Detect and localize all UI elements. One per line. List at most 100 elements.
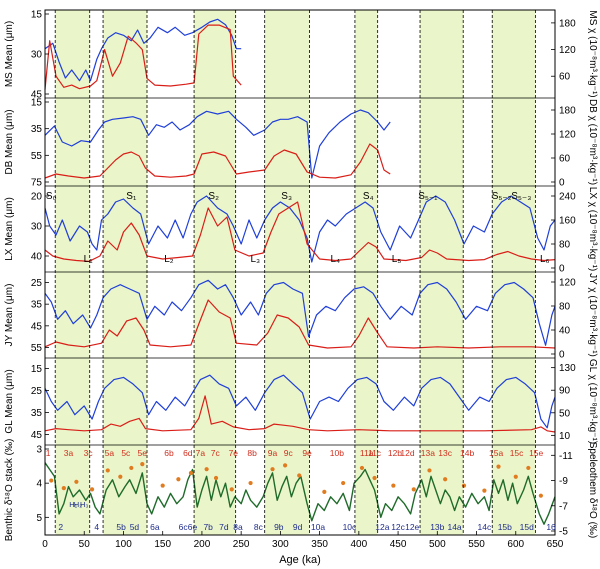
right-tick-label-GL-1: 90 xyxy=(559,386,571,397)
speleothem-point-30 xyxy=(526,465,531,471)
left-axis-title-LX: LX Mean (μm) xyxy=(4,197,15,261)
right-tick-label-LX-1: 160 xyxy=(559,216,576,227)
left-axis-title-ISO: Benthic δ¹⁸O stack (‰) xyxy=(4,439,15,542)
x-tick-label-10: 500 xyxy=(429,539,446,550)
right-tick-label-MS-2: 60 xyxy=(559,72,571,83)
mis-top-label-0: 1 xyxy=(46,448,51,458)
loess-label-5: L₆ xyxy=(540,254,550,265)
series-LX-susceptibility xyxy=(44,201,556,262)
speleothem-point-27 xyxy=(482,488,487,493)
right-tick-label-ISO-0: -11 xyxy=(559,451,573,462)
mis-bottom-label-1: 4 xyxy=(94,522,99,532)
plot-frame xyxy=(44,9,556,536)
mis-bottom-label-19: 14a xyxy=(447,522,461,532)
series-GL-mean_grain_size xyxy=(44,374,556,429)
speleothem-point-10 xyxy=(188,470,194,476)
speleothem-point-22 xyxy=(391,483,396,488)
mis-top-label-3: 5a xyxy=(105,448,115,458)
x-tick-label-7: 350 xyxy=(311,539,328,550)
x-tick-label-12: 600 xyxy=(507,539,524,550)
paleosol-label-1: S₁ xyxy=(126,191,137,202)
left-tick-label-DB-0: 15 xyxy=(31,98,43,109)
speleothem-point-16 xyxy=(282,463,288,468)
mis-top-label-18: 12b xyxy=(388,448,402,458)
mis-top-label-16: 11a xyxy=(360,448,374,458)
left-tick-label-LX-0: 20 xyxy=(31,192,43,203)
right-tick-label-DB-1: 120 xyxy=(559,130,576,141)
mis-top-label-21: 13c xyxy=(438,448,452,458)
left-tick-label-ISO-1: 4 xyxy=(36,479,42,490)
speleothem-point-12 xyxy=(213,475,219,481)
interglacial-band-5 xyxy=(420,10,464,535)
x-tick-label-2: 100 xyxy=(115,539,132,550)
paleosol-label-6: S₅₋₂ xyxy=(492,191,512,202)
mis-bottom-label-4: 6a xyxy=(150,522,160,532)
series-MS-susceptibility xyxy=(44,24,242,90)
left-tick-label-JY-0: 25 xyxy=(31,278,43,289)
left-tick-label-GL-2: 35 xyxy=(31,408,43,419)
mis-bottom-label-8: 7d xyxy=(219,522,229,532)
left-tick-label-ISO-2: 5 xyxy=(36,513,42,524)
speleothem-point-24 xyxy=(427,468,432,473)
mis-bottom-label-22: 15d xyxy=(520,522,534,532)
speleothem-point-7 xyxy=(140,462,145,467)
right-axis-title-MS: MS χ (10⁻⁸m³·kg⁻¹) xyxy=(587,10,598,97)
speleothem-point-13 xyxy=(229,487,234,492)
mis-bottom-label-0: 2 xyxy=(58,522,63,532)
speleothem-point-18 xyxy=(322,489,327,494)
series-MS-mean_grain_size xyxy=(44,18,242,82)
paleosol-label-7: S₅₋₃ xyxy=(511,191,531,202)
stadial-label-0: H₁ xyxy=(69,500,77,509)
left-axis-title-GL: GL Mean (μm) xyxy=(4,369,15,433)
mis-top-label-17: 11c xyxy=(368,448,382,458)
mis-top-label-13: 9c xyxy=(284,448,294,458)
x-tick-label-6: 300 xyxy=(272,539,289,550)
speleothem-point-4 xyxy=(105,468,110,473)
series-JY-mean_grain_size xyxy=(44,279,556,346)
speleothem-point-5 xyxy=(118,474,123,479)
x-tick-label-9: 450 xyxy=(390,539,407,550)
mis-top-label-14: 9e xyxy=(302,448,312,458)
left-tick-label-GL-0: 15 xyxy=(31,364,43,375)
interglacial-shading-layer xyxy=(55,10,536,535)
x-tick-label-3: 150 xyxy=(154,539,171,550)
speleothem-point-19 xyxy=(341,480,346,486)
left-tick-label-GL-1: 25 xyxy=(31,386,43,397)
right-tick-label-LX-3: 0 xyxy=(559,264,565,275)
mis-bottom-label-12: 9d xyxy=(293,522,303,532)
mis-top-label-8: 7a xyxy=(196,448,206,458)
left-axis-title-DB: DB Mean (μm) xyxy=(4,109,15,174)
mis-bottom-label-21: 15b xyxy=(498,522,512,532)
series-JY-susceptibility xyxy=(44,299,556,349)
loess-label-3: L₄ xyxy=(330,254,340,265)
right-tick-label-GL-3: 10 xyxy=(559,431,571,442)
mis-top-label-19: 12d xyxy=(400,448,414,458)
right-tick-label-JY-2: 40 xyxy=(559,326,571,337)
mis-top-label-9: 7c xyxy=(211,448,221,458)
x-axis-title: Age (ka) xyxy=(279,554,321,566)
right-axis-title-LX: LX χ (10⁻⁸m³·kg⁻¹) xyxy=(587,187,598,271)
interglacial-band-6 xyxy=(492,10,536,535)
frame-layer xyxy=(44,9,556,536)
mis-top-label-10: 7e xyxy=(229,448,239,458)
speleothem-point-28 xyxy=(496,464,501,469)
mis-bottom-label-13: 10a xyxy=(311,522,325,532)
stadial-label-1: H₂ xyxy=(74,500,82,509)
series-GL-susceptibility xyxy=(44,395,556,433)
mis-top-label-12: 9a xyxy=(268,448,278,458)
left-tick-label-MS-0: 15 xyxy=(31,10,43,21)
series-layer xyxy=(44,18,556,525)
paleosol-label-0: S₀ xyxy=(46,191,57,202)
mis-top-label-5: 5e xyxy=(138,448,148,458)
left-axis-title-JY: JY Mean (μm) xyxy=(4,284,15,347)
speleothem-point-14 xyxy=(248,480,253,486)
speleothem-point-6 xyxy=(129,465,134,471)
speleothem-point-1 xyxy=(61,486,66,491)
left-axis-title-MS: MS Mean (μm) xyxy=(4,21,15,87)
mis-bottom-label-15: 12a xyxy=(375,522,389,532)
mis-top-label-20: 13a xyxy=(421,448,435,458)
speleothem-point-25 xyxy=(443,477,448,482)
series-LX-mean_grain_size xyxy=(44,195,556,263)
